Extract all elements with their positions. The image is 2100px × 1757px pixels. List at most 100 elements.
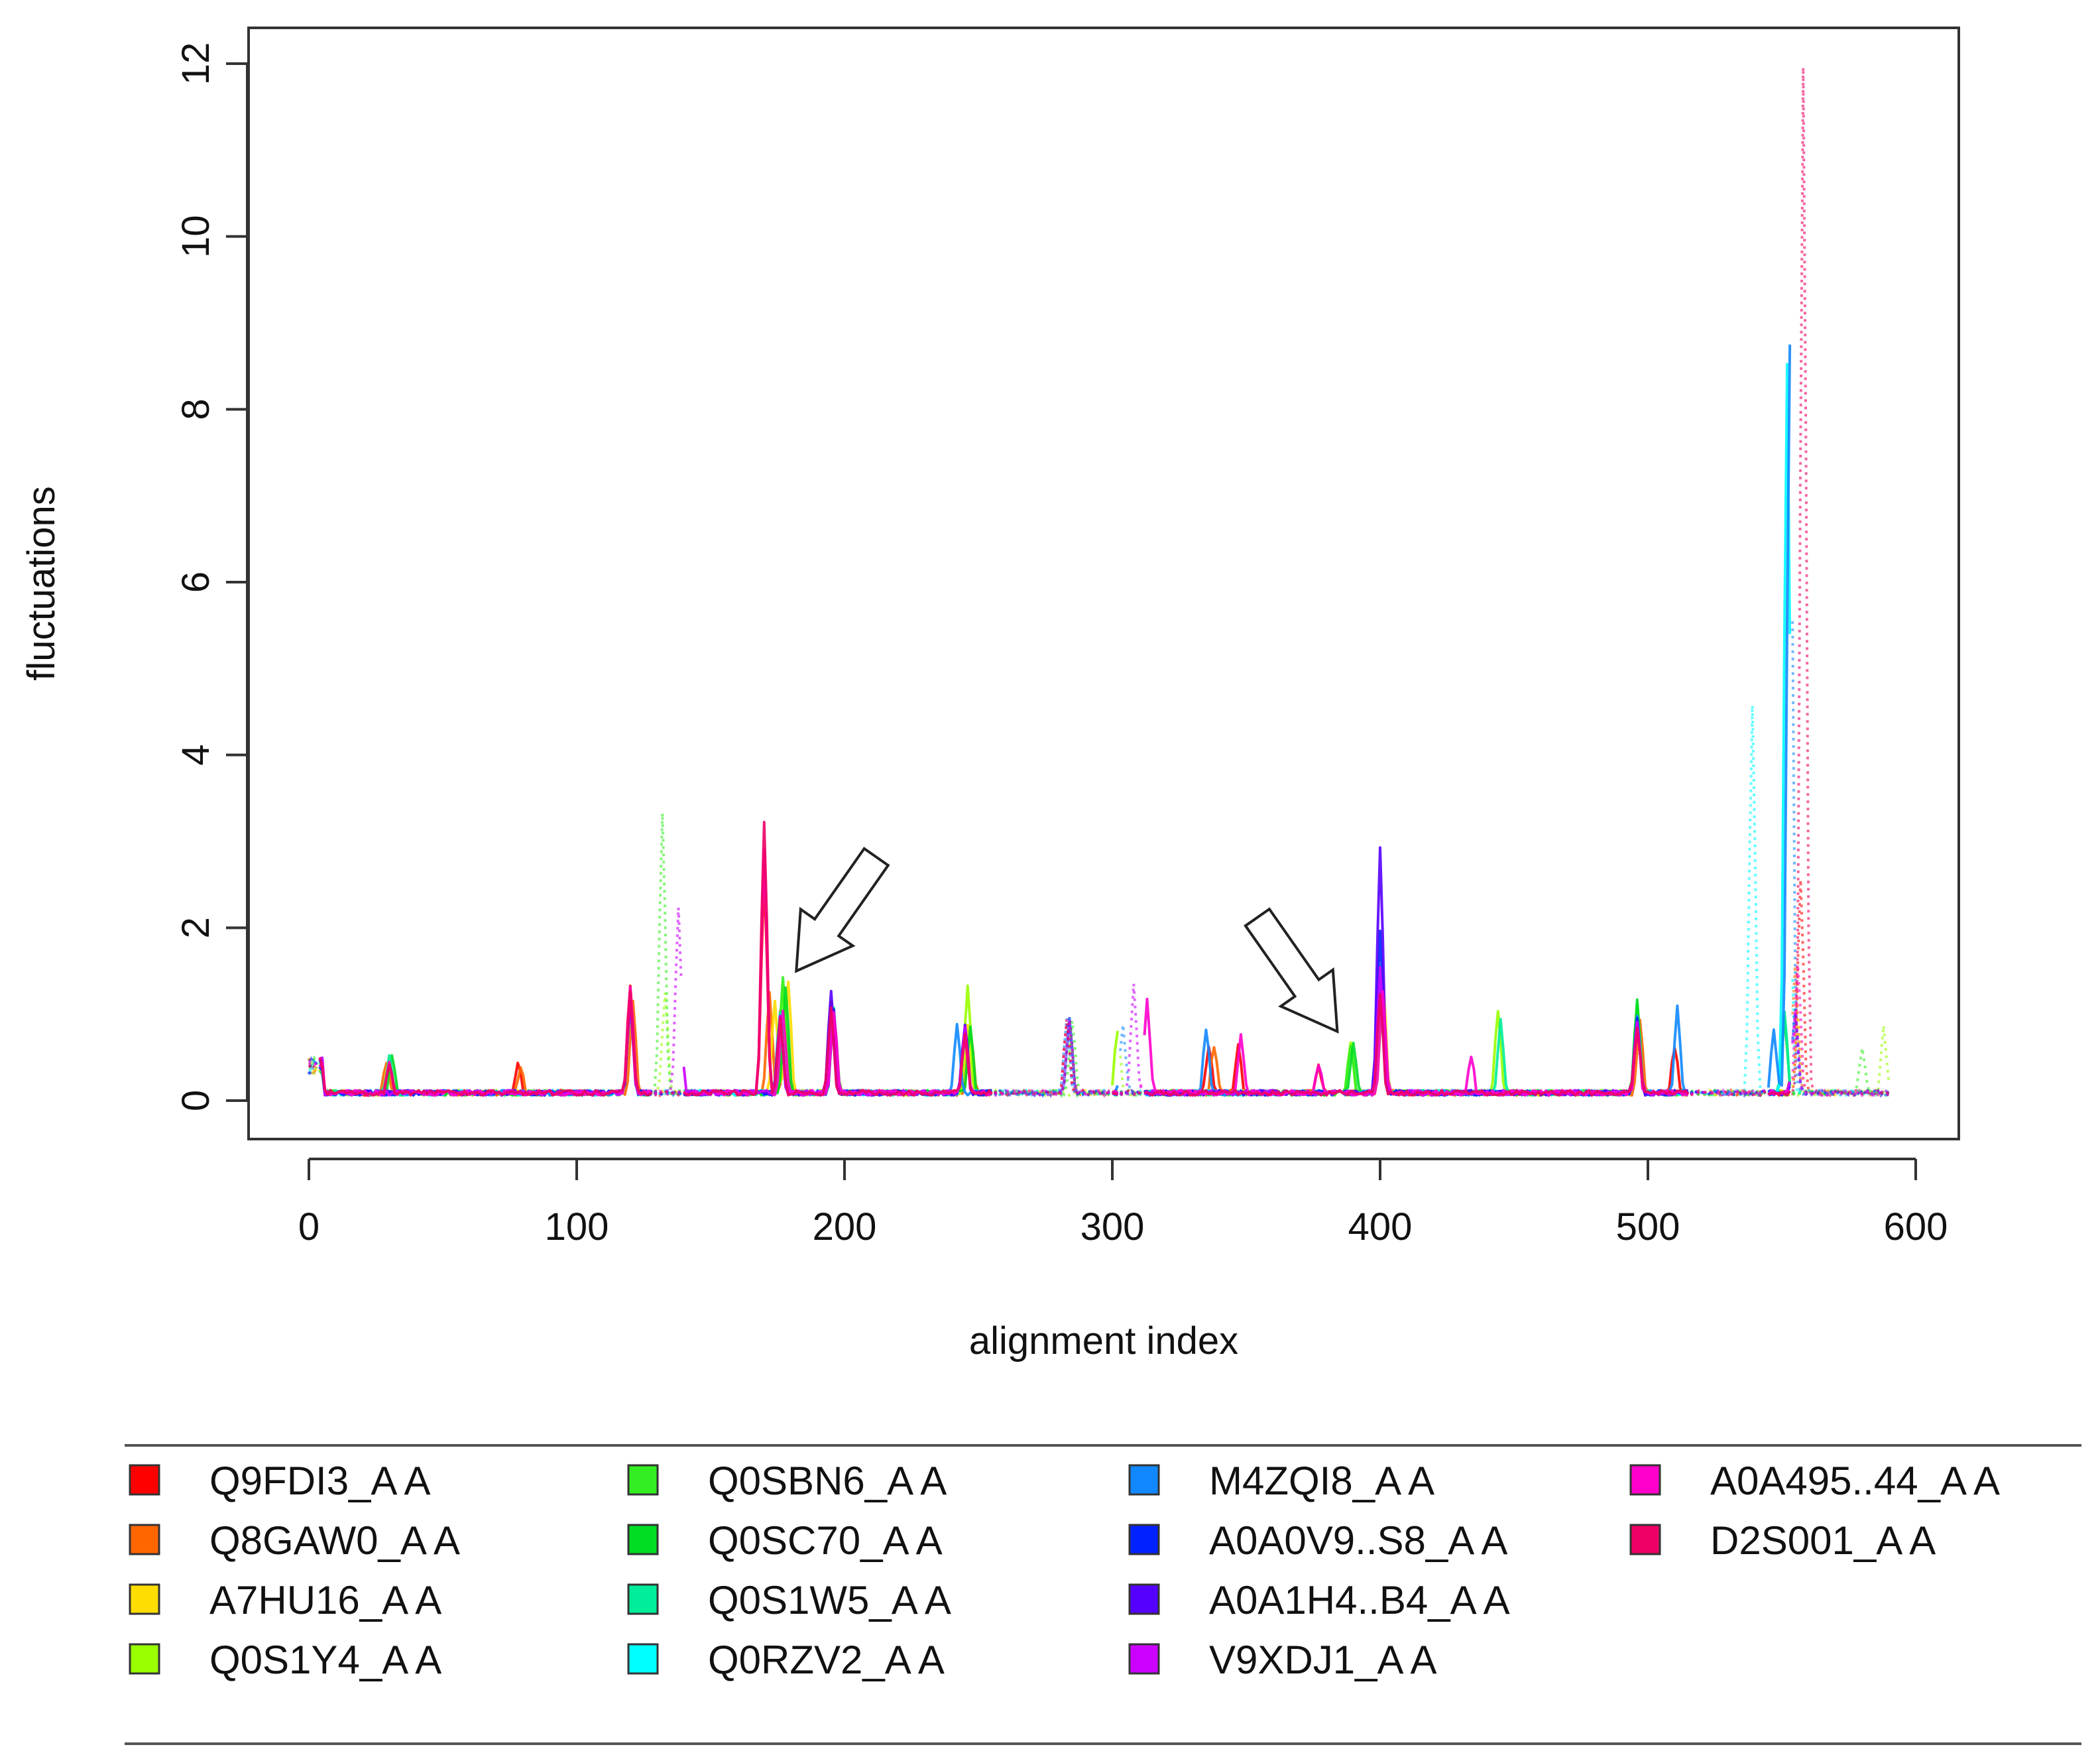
series-line-dotted bbox=[308, 1019, 1889, 1098]
series-line bbox=[318, 965, 1791, 1097]
legend-item: A7HU16_A A bbox=[129, 1578, 441, 1622]
legend-swatch bbox=[627, 1643, 659, 1675]
series-line bbox=[318, 930, 1791, 1097]
legend-swatch bbox=[627, 1583, 659, 1615]
legend-item: Q0SBN6_A A bbox=[627, 1459, 947, 1503]
legend-swatch bbox=[1128, 1464, 1160, 1496]
series-line bbox=[318, 344, 1792, 1097]
legend-label: A0A0V9..S8_A A bbox=[1209, 1518, 1507, 1563]
legend-item: Q0S1W5_A A bbox=[627, 1578, 951, 1622]
series-line-dotted bbox=[308, 621, 1891, 1097]
x-tick-label: 500 bbox=[1616, 1205, 1680, 1248]
y-axis-title: fluctuations bbox=[20, 486, 63, 680]
series-layer bbox=[308, 67, 1891, 1099]
series-line-dotted bbox=[308, 67, 1891, 1098]
legend-swatch bbox=[1128, 1583, 1160, 1615]
legend-item: Q0RZV2_A A bbox=[627, 1638, 945, 1682]
series-line bbox=[318, 821, 1791, 1097]
legend-label: A0A1H4..B4_A A bbox=[1209, 1578, 1510, 1622]
series-line bbox=[318, 846, 1792, 1097]
series-line-dotted bbox=[308, 1018, 1890, 1097]
series-line bbox=[318, 847, 1791, 1097]
series-q8gaw0-a-a bbox=[308, 965, 1890, 1098]
series-v9xdj1-a-a bbox=[308, 908, 1890, 1097]
legend-label: Q0S1Y4_A A bbox=[209, 1638, 441, 1682]
legend-label: D2S001_A A bbox=[1710, 1518, 1936, 1563]
legend-swatch bbox=[627, 1524, 659, 1555]
legend-item: A0A1H4..B4_A A bbox=[1128, 1578, 1510, 1622]
plot-area: 0 100 200 300 400 500 600 0 2 4 6 8 10 12 bbox=[174, 27, 1960, 1248]
series-m4zqi8-a-a bbox=[308, 344, 1891, 1097]
x-tick-label: 200 bbox=[813, 1205, 877, 1248]
series-q9fdi3-a-a bbox=[308, 871, 1889, 1099]
series-line-dotted bbox=[308, 879, 1889, 1099]
series-a0a0v9-s8-a-a bbox=[308, 930, 1890, 1099]
x-axis-title: alignment index bbox=[969, 1319, 1238, 1363]
x-tick-label: 100 bbox=[545, 1205, 609, 1248]
legend-item: Q8GAW0_A A bbox=[129, 1518, 460, 1563]
legend-swatch bbox=[1128, 1643, 1160, 1675]
legend-label: Q9FDI3_A A bbox=[209, 1459, 431, 1503]
series-q0s1w5-a-a bbox=[308, 976, 1890, 1097]
series-a0a1h4-b4-a-a bbox=[308, 846, 1889, 1098]
series-q0rzv2-a-a bbox=[308, 363, 1891, 1098]
x-tick-label: 600 bbox=[1884, 1205, 1948, 1248]
series-line bbox=[318, 981, 1790, 1097]
series-line bbox=[318, 363, 1792, 1097]
series-line bbox=[319, 986, 1792, 1097]
legend-swatch bbox=[129, 1464, 160, 1496]
legend-label: Q0RZV2_A A bbox=[708, 1638, 945, 1682]
legend-label: Q0SBN6_A A bbox=[708, 1459, 947, 1503]
series-line-dotted bbox=[308, 908, 1890, 1097]
series-line-dotted bbox=[308, 813, 1891, 1098]
y-tick-label: 6 bbox=[174, 572, 217, 593]
y-tick-label: 12 bbox=[174, 42, 217, 86]
legend-item: D2S001_A A bbox=[1629, 1518, 1936, 1563]
series-q0sbn6-a-a bbox=[308, 813, 1891, 1098]
series-q0s1y4-a-a bbox=[308, 981, 1891, 1098]
series-line-dotted bbox=[308, 705, 1891, 1098]
y-tick-label: 4 bbox=[174, 745, 217, 766]
series-line-dotted bbox=[308, 1008, 1890, 1099]
legend-item: Q0SC70_A A bbox=[627, 1518, 943, 1563]
legend-swatch bbox=[1629, 1524, 1661, 1555]
series-line bbox=[318, 981, 1792, 1097]
annotation-arrow bbox=[1244, 907, 1339, 1034]
series-line-dotted bbox=[308, 965, 1890, 1098]
series-q0sc70-a-a bbox=[308, 986, 1889, 1098]
annotation-layer bbox=[795, 847, 1339, 1034]
legend-swatch bbox=[129, 1643, 160, 1675]
legend-swatch bbox=[129, 1524, 160, 1555]
series-line-dotted bbox=[308, 1013, 1889, 1098]
legend: Q9FDI3_A A Q8GAW0_A A A7HU16_A A Q0S1Y4_A A… bbox=[125, 1444, 2081, 1745]
y-tick-label: 10 bbox=[174, 215, 217, 258]
series-line bbox=[318, 972, 1791, 1097]
series-line-dotted bbox=[308, 993, 1891, 1098]
legend-items: Q9FDI3_A A Q8GAW0_A A A7HU16_A A Q0S1Y4_A A… bbox=[129, 1459, 2000, 1682]
series-a0a495-44-a-a bbox=[308, 847, 1890, 1099]
legend-swatch bbox=[1629, 1464, 1661, 1496]
annotation-arrow bbox=[795, 847, 890, 973]
series-line bbox=[319, 965, 1792, 1097]
series-a7hu16-a-a bbox=[308, 972, 1890, 1098]
x-tick-label: 300 bbox=[1080, 1205, 1145, 1248]
series-d2s001-a-a bbox=[308, 67, 1891, 1098]
legend-item: M4ZQI8_A A bbox=[1128, 1459, 1434, 1503]
x-tick-label: 400 bbox=[1348, 1205, 1413, 1248]
legend-item: Q0S1Y4_A A bbox=[129, 1638, 441, 1682]
legend-label: Q0SC70_A A bbox=[708, 1518, 943, 1563]
legend-label: M4ZQI8_A A bbox=[1209, 1459, 1434, 1503]
series-line-dotted bbox=[308, 1016, 1890, 1098]
x-tick-label: 0 bbox=[298, 1205, 320, 1248]
series-line bbox=[318, 976, 1792, 1097]
legend-label: V9XDJ1_A A bbox=[1209, 1638, 1437, 1682]
legend-label: Q8GAW0_A A bbox=[209, 1518, 460, 1563]
y-tick-label: 0 bbox=[174, 1090, 217, 1111]
legend-swatch bbox=[1128, 1524, 1160, 1555]
legend-item: V9XDJ1_A A bbox=[1128, 1638, 1437, 1682]
legend-label: A0A495..44_A A bbox=[1710, 1459, 2000, 1503]
legend-item: A0A495..44_A A bbox=[1629, 1459, 2000, 1503]
plot-frame bbox=[247, 27, 1960, 1140]
y-tick-label: 8 bbox=[174, 398, 217, 420]
